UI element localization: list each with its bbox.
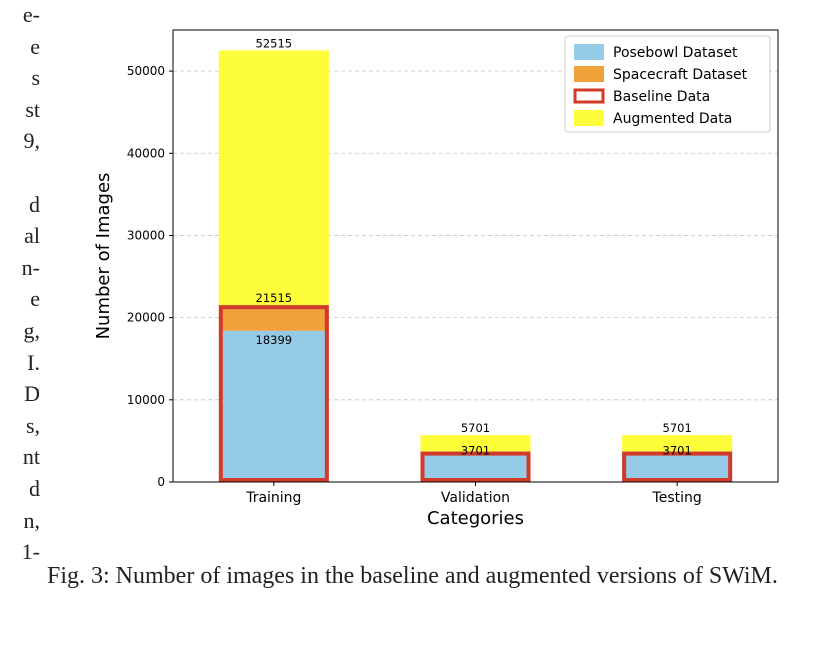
text-fragment: d <box>29 476 40 501</box>
y-tick-label: 30000 <box>127 228 165 242</box>
legend-label: Baseline Data <box>613 89 710 105</box>
bar-data-label: 3701 <box>461 444 490 458</box>
bar-augmented-data <box>420 435 531 452</box>
axes-frame <box>172 29 779 483</box>
bar-baseline-outline <box>622 451 733 482</box>
text-fragment: n- <box>21 254 40 280</box>
text-fragment: e <box>30 286 40 312</box>
legend-label: Augmented Data <box>613 111 732 127</box>
text-fragment: 9, <box>23 128 41 154</box>
y-tick-label: 20000 <box>127 311 165 325</box>
text-fragment: s <box>31 65 40 91</box>
bar-data-label: 21515 <box>256 291 293 305</box>
y-tick-label: 40000 <box>127 146 165 160</box>
text-fragment: al <box>24 223 40 249</box>
bar-augmented-data <box>622 435 733 452</box>
text-fragment: I. <box>27 349 40 375</box>
bar-data-label: 5701 <box>663 421 692 435</box>
bar-baseline-outline <box>218 305 329 482</box>
x-tick-label: Testing <box>652 490 702 506</box>
text-fragment: e <box>30 33 40 59</box>
y-axis-label: Number of Images <box>93 173 114 340</box>
legend-box <box>564 35 771 133</box>
y-tick-label: 0 <box>157 475 165 489</box>
figure-caption: Fig. 3: Number of images in the baseline… <box>47 563 778 589</box>
text-fragment: st <box>25 96 40 122</box>
text-fragment: d <box>29 191 40 217</box>
text-fragment: D <box>24 381 40 407</box>
bar-spacecraft-dataset <box>218 305 329 331</box>
legend-swatch <box>574 44 604 60</box>
y-tick-label: 10000 <box>127 393 165 407</box>
bar-data-label: 52515 <box>256 36 293 50</box>
bar-posebowl-dataset <box>622 451 733 482</box>
x-axis-label: Categories <box>427 508 524 529</box>
text-fragment: 1- <box>21 539 40 565</box>
text-fragment: nt <box>22 444 40 470</box>
legend-label: Posebowl Dataset <box>613 45 738 61</box>
text-fragment: e- <box>22 2 40 27</box>
y-tick-label: 50000 <box>127 64 165 78</box>
legend-swatch <box>573 88 605 104</box>
text-fragment: g, <box>23 318 41 343</box>
text-fragment: n, <box>23 507 41 533</box>
bar-data-label: 5701 <box>461 421 490 435</box>
legend-swatch <box>574 110 604 126</box>
bar-data-label: 18399 <box>256 333 293 347</box>
x-tick-label: Validation <box>441 490 510 506</box>
bar-augmented-data <box>218 50 329 306</box>
bar-baseline-outline <box>420 451 531 482</box>
x-tick-label: Training <box>245 490 301 506</box>
stacked-bar-chart: 0 10000 20000 30000 40000 50000 Training Valida… <box>93 29 779 529</box>
bar-posebowl-dataset <box>218 330 329 482</box>
text-fragment: s, <box>25 412 40 438</box>
bar-posebowl-dataset <box>420 451 531 482</box>
legend-swatch <box>574 66 604 82</box>
legend-label: Spacecraft Dataset <box>613 67 748 83</box>
bar-data-label: 3701 <box>663 444 692 458</box>
